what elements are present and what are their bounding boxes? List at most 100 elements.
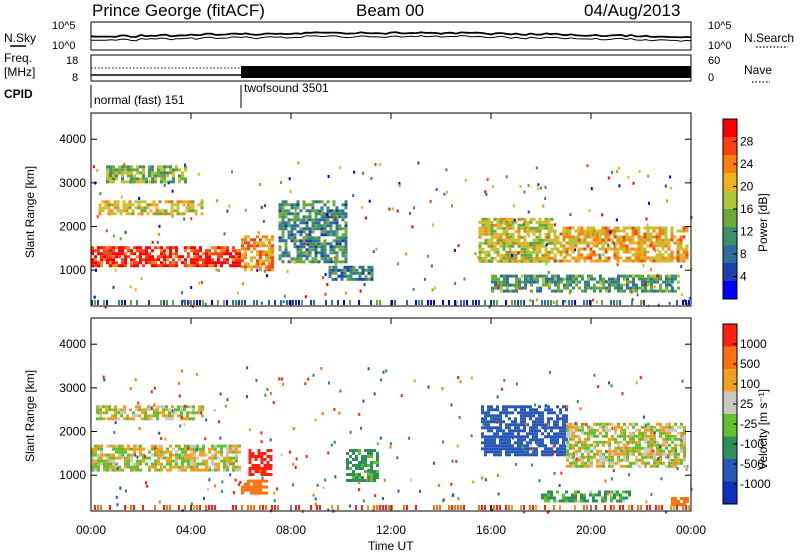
heatmap-cell xyxy=(142,171,145,175)
heatmap-cell xyxy=(569,443,572,447)
heatmap-speck xyxy=(338,411,341,415)
heatmap-cell xyxy=(217,450,220,454)
heatmap-cell xyxy=(577,259,581,263)
heatmap-cell xyxy=(584,464,587,468)
heatmap-cell xyxy=(559,253,563,257)
heatmap-cell xyxy=(314,200,318,204)
heatmap-cell xyxy=(562,232,566,236)
heatmap-cell xyxy=(511,259,515,263)
heatmap-cell xyxy=(598,241,602,245)
heatmap-cell xyxy=(529,447,532,451)
heatmap-cell xyxy=(517,432,520,436)
heatmap-cell xyxy=(358,274,362,278)
heatmap-cell xyxy=(532,244,536,248)
heatmap-cell xyxy=(634,226,638,230)
heatmap-cell xyxy=(130,168,133,172)
heatmap-speck xyxy=(575,457,578,461)
heatmap-speck xyxy=(280,453,283,457)
heatmap-cell xyxy=(544,450,547,454)
heatmap-cell xyxy=(265,250,268,254)
heatmap-speck xyxy=(326,283,329,286)
heatmap-cell xyxy=(332,200,336,204)
heatmap-cell xyxy=(171,417,174,421)
heatmap-cell xyxy=(136,246,139,250)
heatmap-cell xyxy=(556,247,560,251)
heatmap-speck xyxy=(675,449,677,453)
heatmap-cell xyxy=(544,496,547,500)
heatmap-cell xyxy=(278,227,282,231)
heatmap-cell xyxy=(248,458,252,461)
heatmap-cell xyxy=(326,260,330,264)
heatmap-cell xyxy=(112,465,115,469)
heatmap-cell xyxy=(551,280,554,284)
heatmap-cell xyxy=(121,177,124,181)
heatmap-cell xyxy=(526,441,529,445)
heatmap-cell xyxy=(622,244,626,248)
heatmap-cell xyxy=(529,220,533,224)
heatmap-cell xyxy=(550,490,553,494)
heatmap-cell xyxy=(121,468,124,472)
heatmap-cell xyxy=(256,485,259,489)
heatmap-cell xyxy=(511,226,515,230)
heatmap-speck xyxy=(163,183,166,187)
heatmap-cell xyxy=(98,206,102,210)
velocity-heatmap xyxy=(91,366,693,514)
heatmap-cell xyxy=(565,420,568,424)
heatmap-cell xyxy=(97,246,100,250)
heatmap-cell xyxy=(284,215,288,219)
heatmap-cell xyxy=(262,259,265,263)
heatmap-cell xyxy=(547,217,551,221)
heatmap-cell xyxy=(592,244,596,248)
heatmap-cell xyxy=(587,458,590,462)
heatmap-cell xyxy=(632,446,635,450)
heatmap-cell xyxy=(650,277,653,281)
heatmap-cell xyxy=(284,200,288,204)
heatmap-cell xyxy=(526,232,530,236)
heatmap-cell xyxy=(490,238,494,242)
heatmap-speck xyxy=(158,431,161,435)
heatmap-cell xyxy=(505,241,509,245)
heatmap-near-range xyxy=(685,505,687,510)
heatmap-cell xyxy=(344,230,348,234)
heatmap-speck xyxy=(305,218,308,222)
heatmap-speck xyxy=(236,249,239,253)
heatmap-cell xyxy=(247,241,250,245)
heatmap-cell xyxy=(178,258,181,262)
heatmap-cell xyxy=(496,238,500,242)
heatmap-near-range xyxy=(142,505,144,510)
noise-tick-left-bottom: 10^0 xyxy=(52,40,76,52)
heatmap-cell xyxy=(180,408,183,412)
heatmap-cell xyxy=(604,490,607,494)
colorbar-swatch xyxy=(723,346,737,370)
heatmap-cell xyxy=(487,408,490,412)
heatmap-cell xyxy=(335,218,339,222)
heatmap-cell xyxy=(550,411,553,415)
heatmap-cell xyxy=(646,256,650,260)
heatmap-cell xyxy=(541,438,544,442)
heatmap-cell xyxy=(166,447,169,451)
heatmap-cell xyxy=(338,224,342,228)
heatmap-cell xyxy=(517,229,521,233)
heatmap-cell xyxy=(572,280,575,284)
heatmap-cell xyxy=(664,229,668,233)
heatmap-cell xyxy=(248,452,252,455)
heatmap-cell xyxy=(575,434,578,438)
heatmap-cell xyxy=(670,226,674,230)
heatmap-cell xyxy=(644,428,647,432)
heatmap-cell xyxy=(671,277,674,281)
heatmap-speck xyxy=(107,169,110,173)
heatmap-cell xyxy=(494,274,497,278)
heatmap-cell xyxy=(526,453,529,457)
heatmap-cell xyxy=(559,499,562,503)
heatmap-cell xyxy=(574,238,578,242)
heatmap-cell xyxy=(154,444,157,448)
heatmap-cell xyxy=(265,256,268,260)
heatmap-speck xyxy=(539,186,542,190)
heatmap-cell xyxy=(658,244,662,248)
heatmap-cell xyxy=(499,253,503,257)
heatmap-cell xyxy=(608,464,611,468)
heatmap-cell xyxy=(338,242,342,246)
heatmap-cell xyxy=(538,229,542,233)
heatmap-speck xyxy=(610,477,613,481)
heatmap-cell xyxy=(646,250,650,254)
